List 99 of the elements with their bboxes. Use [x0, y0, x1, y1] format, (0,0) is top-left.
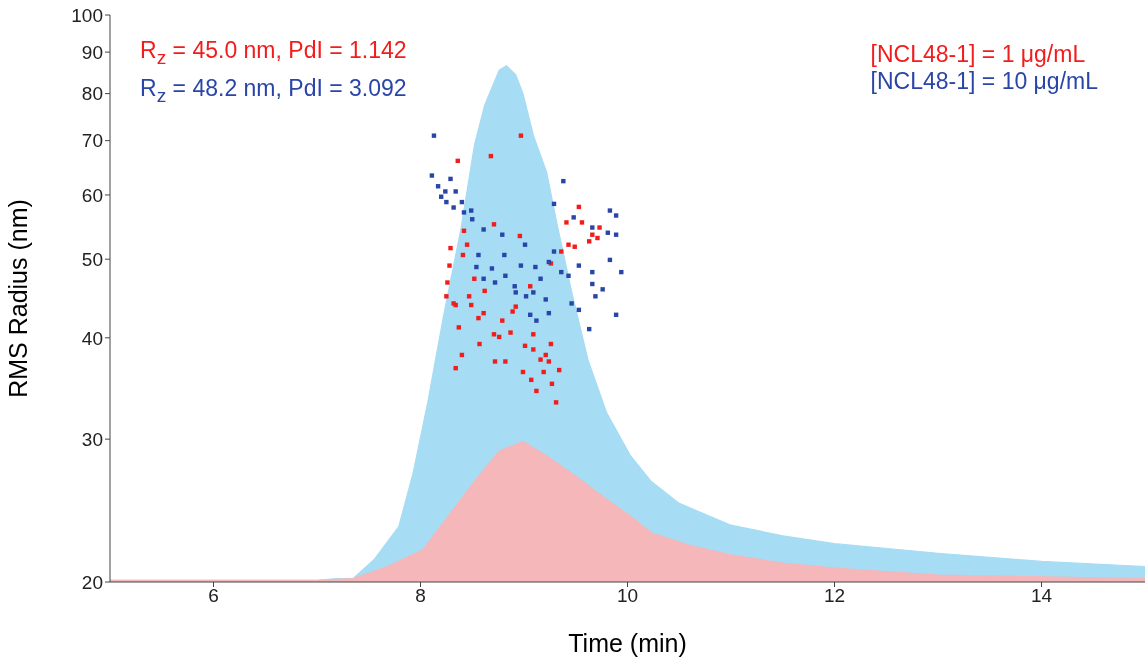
- point: [523, 294, 529, 299]
- point: [472, 276, 477, 281]
- y-tick-label: 80: [81, 83, 103, 105]
- point: [593, 294, 598, 299]
- point: [445, 280, 450, 285]
- point: [566, 273, 571, 278]
- annotation: R$_{z}$ = 45.0 nm, PdI = 1.142: [140, 36, 407, 70]
- point: [553, 400, 559, 405]
- point: [502, 252, 507, 258]
- point: [466, 294, 472, 299]
- point: [569, 301, 574, 306]
- point: [613, 232, 619, 237]
- x-tick-label: 8: [415, 585, 426, 607]
- point: [531, 347, 536, 352]
- point: [482, 288, 487, 294]
- point: [566, 242, 571, 247]
- point: [489, 266, 495, 271]
- point: [448, 176, 453, 182]
- point: [503, 273, 508, 278]
- y-tick-label: 50: [81, 248, 103, 270]
- x-axis-title: Time (min): [568, 629, 687, 657]
- point: [461, 210, 467, 215]
- point: [538, 357, 543, 362]
- point: [444, 199, 449, 205]
- point: [522, 242, 528, 247]
- y-tick-label: 70: [81, 130, 103, 152]
- point: [518, 133, 524, 138]
- text: [NCL48-1] = 10 μg/mL: [870, 68, 1098, 95]
- point: [590, 225, 595, 230]
- point: [587, 239, 592, 244]
- point: [564, 220, 569, 225]
- point: [571, 215, 576, 220]
- point: [538, 276, 543, 281]
- point: [607, 208, 613, 213]
- point: [451, 205, 456, 210]
- annotation: R$_{z}$ = 48.2 nm, PdI = 3.092: [140, 73, 407, 108]
- point: [534, 388, 539, 394]
- point: [447, 263, 452, 268]
- y-tick-label: 90: [81, 41, 103, 63]
- point: [546, 359, 552, 364]
- x-tick-label: 6: [208, 585, 219, 607]
- point: [579, 220, 585, 225]
- point: [534, 318, 539, 323]
- point: [531, 290, 536, 295]
- point: [513, 304, 518, 309]
- point: [576, 263, 582, 268]
- y-axis-title: RMS Radius (nm): [3, 199, 32, 398]
- point: [492, 359, 498, 364]
- y-tick-label: 60: [81, 184, 103, 206]
- point: [474, 264, 479, 270]
- point: [512, 284, 517, 289]
- point: [561, 178, 566, 184]
- point: [551, 249, 557, 254]
- point: [518, 263, 524, 268]
- y-tick-label: 20: [81, 571, 103, 593]
- point: [476, 315, 481, 321]
- point: [453, 189, 458, 194]
- y-tick-label: 30: [81, 428, 103, 450]
- x-tick-label: 10: [616, 585, 639, 607]
- point: [590, 281, 595, 287]
- text: [NCL48-1] = 1 μg/mL: [870, 41, 1087, 68]
- point: [600, 287, 605, 292]
- point: [503, 359, 508, 364]
- point: [481, 276, 486, 281]
- point: [531, 332, 536, 337]
- point: [613, 213, 619, 218]
- point: [464, 242, 470, 247]
- point: [491, 332, 497, 337]
- point: [595, 235, 600, 241]
- point: [508, 330, 513, 335]
- point: [559, 249, 564, 254]
- point: [590, 269, 595, 275]
- x-tick-label: 12: [823, 585, 846, 607]
- point: [533, 264, 538, 270]
- point: [513, 290, 518, 295]
- point: [443, 189, 448, 194]
- point: [481, 227, 486, 232]
- point: [431, 133, 437, 138]
- point: [481, 310, 486, 316]
- point: [590, 232, 595, 237]
- point: [500, 318, 505, 323]
- point: [477, 341, 482, 347]
- point: [543, 297, 548, 302]
- point: [469, 208, 474, 213]
- point: [444, 294, 449, 299]
- point: [541, 369, 546, 375]
- point: [476, 252, 481, 258]
- point: [500, 232, 505, 237]
- point: [510, 309, 515, 314]
- point: [456, 325, 461, 330]
- point: [492, 280, 498, 285]
- y-tick-label: 40: [81, 327, 103, 349]
- point: [491, 222, 497, 227]
- x-tick-label: 14: [1030, 585, 1053, 607]
- y-tick-label: 100: [71, 4, 103, 26]
- point: [429, 173, 435, 178]
- point: [448, 245, 453, 251]
- point: [597, 225, 602, 230]
- point: [453, 365, 458, 371]
